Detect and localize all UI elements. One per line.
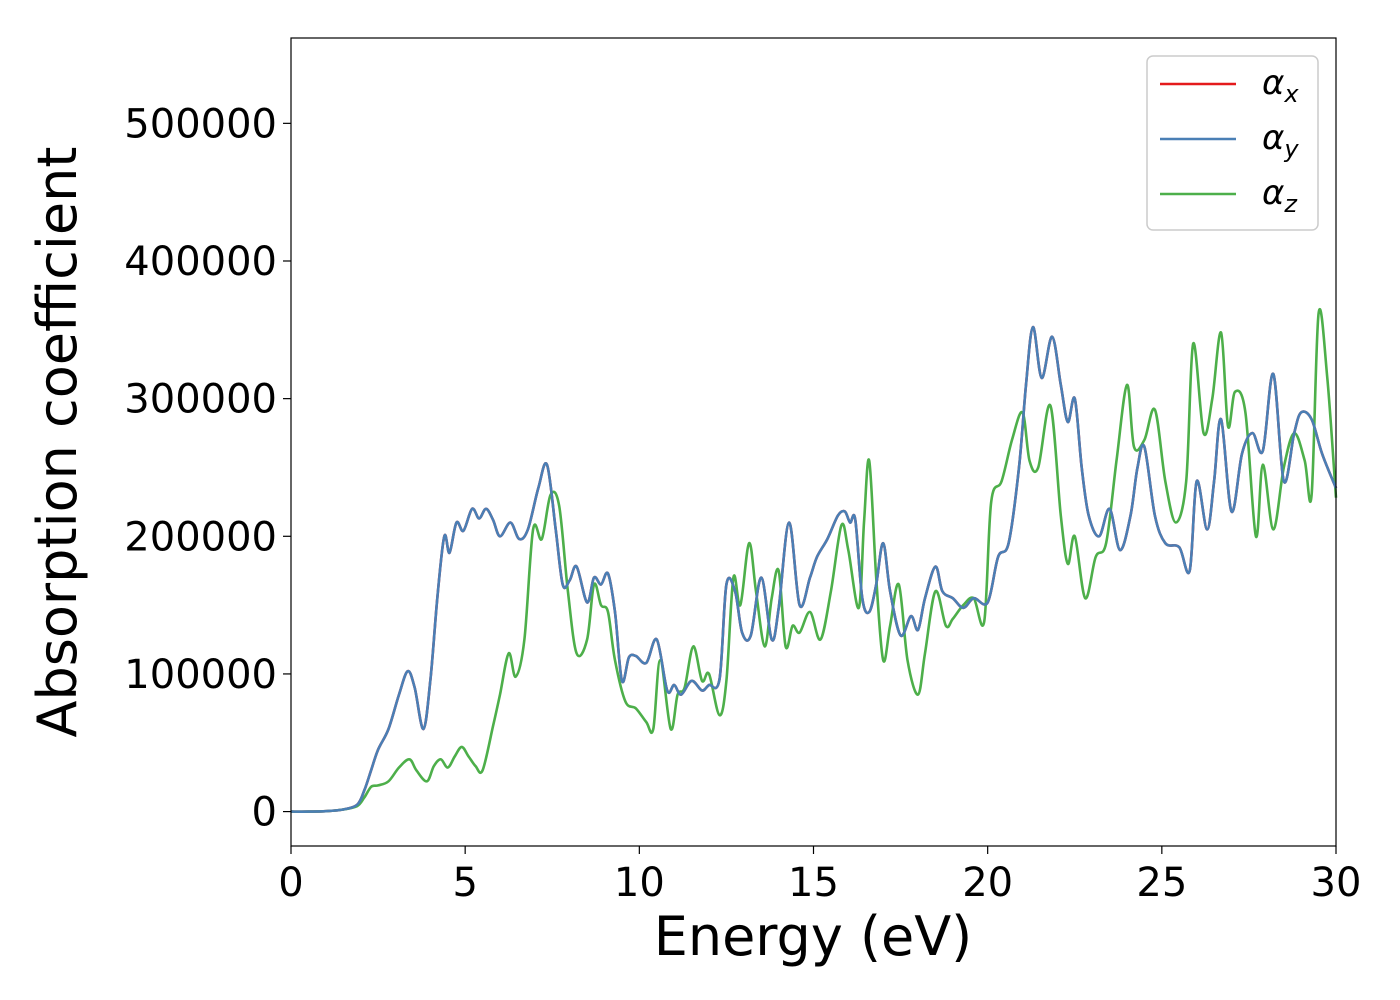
y-tick-label: 500000 bbox=[124, 101, 277, 147]
x-tick-label: 10 bbox=[614, 860, 665, 906]
x-axis-title: Energy (eV) bbox=[654, 905, 973, 968]
series-line-y bbox=[290, 325, 1338, 813]
x-tick-label: 15 bbox=[788, 860, 839, 906]
y-axis: 0 100000 200000 300000 400000 500000 bbox=[124, 101, 291, 836]
x-axis: 0 5 10 15 20 25 30 bbox=[278, 846, 1361, 906]
series-layer bbox=[290, 308, 1338, 813]
y-tick-label: 100000 bbox=[124, 652, 277, 698]
y-tick-label: 300000 bbox=[124, 377, 277, 423]
x-tick-label: 25 bbox=[1136, 860, 1187, 906]
x-tick-label: 20 bbox=[962, 860, 1013, 906]
x-tick-label: 30 bbox=[1311, 860, 1362, 906]
y-tick-label: 200000 bbox=[124, 514, 277, 560]
y-tick-label: 400000 bbox=[124, 239, 277, 285]
y-axis-title: Absorption coefficient bbox=[26, 147, 89, 738]
y-tick-label: 0 bbox=[252, 790, 277, 836]
legend-frame bbox=[1146, 55, 1319, 231]
x-tick-label: 5 bbox=[452, 860, 477, 906]
x-tick-label: 0 bbox=[278, 860, 303, 906]
series-line-z bbox=[290, 308, 1338, 813]
